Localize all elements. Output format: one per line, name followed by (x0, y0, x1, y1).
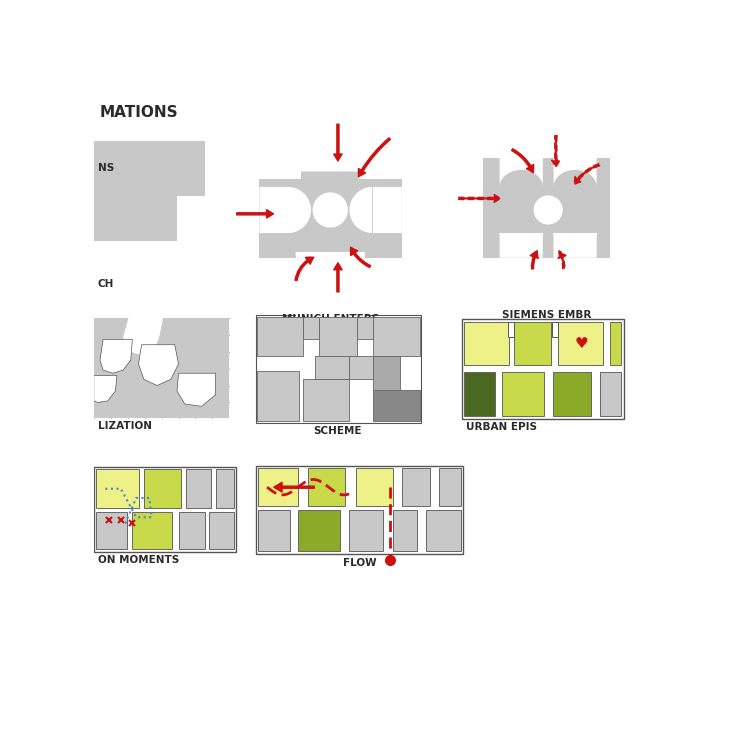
FancyArrowPatch shape (552, 135, 560, 167)
Bar (553, 372, 591, 417)
Bar (303, 317, 319, 339)
Polygon shape (301, 149, 359, 171)
Bar (308, 468, 345, 506)
Bar (372, 390, 420, 421)
Bar (426, 510, 461, 551)
Polygon shape (123, 318, 163, 355)
Bar (94, 318, 229, 418)
Text: URBAN EPIS: URBAN EPIS (466, 422, 537, 432)
Text: MATIONS: MATIONS (100, 105, 179, 120)
Bar (94, 196, 177, 241)
Bar (502, 372, 545, 417)
Text: SCHEME: SCHEME (314, 426, 362, 436)
Text: MUNICH ENTERS: MUNICH ENTERS (282, 314, 379, 324)
Bar (259, 258, 296, 266)
Polygon shape (259, 187, 311, 233)
Bar (259, 150, 301, 179)
Bar (94, 141, 205, 196)
Bar (365, 258, 402, 266)
Polygon shape (296, 252, 365, 279)
Bar (259, 150, 402, 266)
Polygon shape (553, 233, 597, 258)
Bar (209, 512, 234, 549)
Bar (601, 372, 621, 417)
Bar (258, 510, 290, 551)
FancyArrowPatch shape (237, 210, 274, 218)
Bar (439, 468, 461, 506)
Bar (255, 316, 421, 423)
Bar (94, 467, 236, 552)
Bar (257, 317, 303, 355)
Bar (462, 319, 623, 420)
Polygon shape (500, 233, 542, 258)
Bar (350, 355, 372, 378)
Bar (402, 468, 430, 506)
Text: SIEMENS EMBR: SIEMENS EMBR (502, 310, 591, 320)
Bar (464, 372, 495, 417)
Bar (96, 512, 127, 549)
Bar (255, 466, 464, 554)
Bar (558, 322, 603, 365)
Bar (552, 322, 558, 337)
FancyArrowPatch shape (274, 482, 314, 492)
Bar (258, 468, 298, 506)
Bar (257, 371, 300, 421)
FancyArrowPatch shape (512, 149, 534, 173)
FancyArrowPatch shape (333, 263, 342, 292)
Bar (303, 378, 350, 421)
Bar (186, 470, 211, 508)
Bar (609, 322, 621, 365)
Bar (319, 317, 357, 355)
Bar (298, 510, 340, 551)
Bar (508, 322, 514, 337)
Bar (179, 512, 205, 549)
Text: FLOW: FLOW (343, 559, 376, 568)
FancyArrowPatch shape (558, 251, 566, 269)
Bar (372, 355, 400, 390)
Bar (350, 510, 383, 551)
FancyArrowPatch shape (333, 124, 342, 161)
Bar (96, 470, 138, 508)
Bar (315, 355, 350, 378)
Bar (301, 150, 359, 171)
Polygon shape (177, 373, 216, 406)
Bar (392, 510, 417, 551)
Bar (355, 468, 392, 506)
FancyArrowPatch shape (358, 138, 390, 177)
FancyArrowPatch shape (574, 163, 600, 185)
Circle shape (314, 193, 347, 227)
Text: CH: CH (98, 279, 114, 289)
Bar (144, 470, 181, 508)
Bar (372, 317, 420, 355)
FancyArrowPatch shape (295, 257, 314, 280)
Text: ON MOMENTS: ON MOMENTS (98, 555, 179, 565)
Bar (296, 252, 365, 327)
Circle shape (534, 196, 562, 224)
Bar (464, 322, 509, 365)
Bar (216, 470, 234, 508)
Polygon shape (100, 339, 132, 373)
FancyArrowPatch shape (459, 194, 500, 202)
Polygon shape (553, 158, 597, 187)
Bar (514, 322, 551, 365)
Polygon shape (350, 187, 402, 233)
Bar (359, 150, 402, 179)
Text: LIZATION: LIZATION (98, 421, 152, 431)
FancyArrowPatch shape (531, 251, 538, 269)
Text: NS: NS (98, 163, 114, 174)
Polygon shape (94, 375, 117, 403)
Polygon shape (500, 158, 542, 187)
Bar (132, 512, 172, 549)
Text: ♥: ♥ (574, 336, 588, 352)
Polygon shape (138, 344, 179, 386)
Bar (483, 158, 609, 258)
Bar (357, 317, 372, 339)
FancyArrowPatch shape (350, 247, 370, 267)
